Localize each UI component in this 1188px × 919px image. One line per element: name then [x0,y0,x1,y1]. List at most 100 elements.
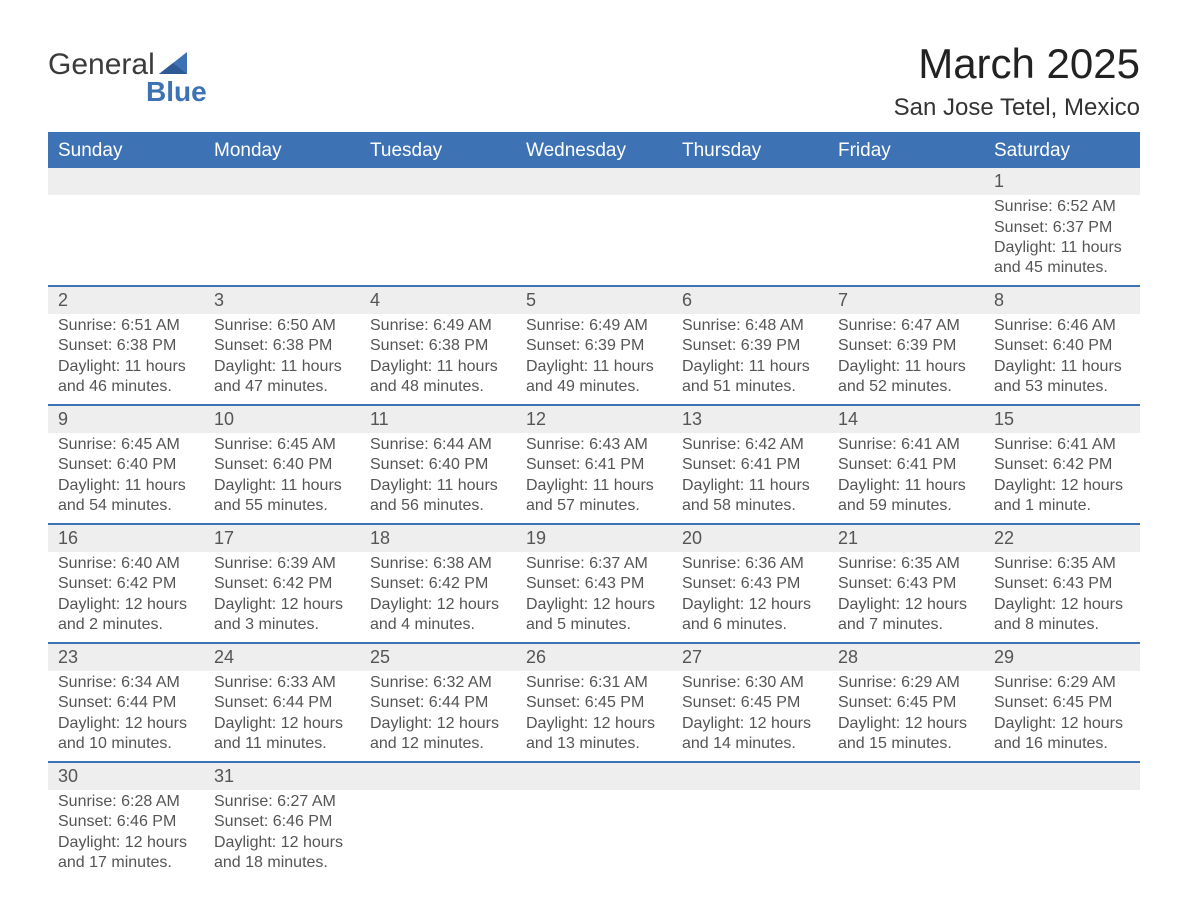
day-number-cell: 15 [984,405,1140,433]
day-detail-cell: Sunrise: 6:28 AMSunset: 6:46 PMDaylight:… [48,790,204,880]
sunrise-text: Sunrise: 6:28 AM [58,792,194,812]
sunset-text: Sunset: 6:40 PM [370,455,506,475]
day-detail-cell: Sunrise: 6:39 AMSunset: 6:42 PMDaylight:… [204,552,360,643]
daylight-text: Daylight: 11 hours and 58 minutes. [682,476,818,517]
sunrise-text: Sunrise: 6:39 AM [214,554,350,574]
daylight-text: Daylight: 11 hours and 54 minutes. [58,476,194,517]
daylight-text: Daylight: 12 hours and 6 minutes. [682,595,818,636]
daylight-text: Daylight: 12 hours and 2 minutes. [58,595,194,636]
sunrise-text: Sunrise: 6:46 AM [994,316,1130,336]
daylight-text: Daylight: 11 hours and 48 minutes. [370,357,506,398]
sunrise-text: Sunrise: 6:49 AM [526,316,662,336]
sunrise-text: Sunrise: 6:35 AM [994,554,1130,574]
day-number-cell: 12 [516,405,672,433]
day-number-cell [204,168,360,195]
daylight-text: Daylight: 11 hours and 57 minutes. [526,476,662,517]
col-header: Thursday [672,133,828,168]
day-detail-cell: Sunrise: 6:45 AMSunset: 6:40 PMDaylight:… [204,433,360,524]
day-detail-cell: Sunrise: 6:32 AMSunset: 6:44 PMDaylight:… [360,671,516,762]
day-detail-cell [828,195,984,286]
day-number-cell: 6 [672,286,828,314]
day-number-cell: 18 [360,524,516,552]
sunset-text: Sunset: 6:40 PM [994,336,1130,356]
daylight-text: Daylight: 11 hours and 53 minutes. [994,357,1130,398]
sunrise-text: Sunrise: 6:37 AM [526,554,662,574]
sunrise-text: Sunrise: 6:47 AM [838,316,974,336]
detail-row: Sunrise: 6:52 AMSunset: 6:37 PMDaylight:… [48,195,1140,286]
sunrise-text: Sunrise: 6:30 AM [682,673,818,693]
sunset-text: Sunset: 6:38 PM [214,336,350,356]
daylight-text: Daylight: 12 hours and 8 minutes. [994,595,1130,636]
day-number-cell: 26 [516,643,672,671]
daylight-text: Daylight: 11 hours and 49 minutes. [526,357,662,398]
day-number-cell: 13 [672,405,828,433]
detail-row: Sunrise: 6:51 AM Sunset: 6:38 PM Daylight:… [48,314,1140,405]
sunset-text: Sunset: 6:43 PM [994,574,1130,594]
page-header: General Blue March 2025 San Jose Tetel, … [48,40,1140,122]
day-number-cell: 24 [204,643,360,671]
day-number-cell [516,762,672,790]
sunset-text: Sunset: 6:45 PM [682,693,818,713]
sunset-text: Sunset: 6:42 PM [214,574,350,594]
day-detail-cell: Sunrise: 6:29 AMSunset: 6:45 PMDaylight:… [984,671,1140,762]
detail-row: Sunrise: 6:28 AMSunset: 6:46 PMDaylight:… [48,790,1140,880]
day-number-cell [672,168,828,195]
day-number-cell: 31 [204,762,360,790]
logo: General Blue [48,40,207,108]
day-detail-cell: Sunrise: 6:49 AMSunset: 6:39 PMDaylight:… [516,314,672,405]
day-number-cell: 8 [984,286,1140,314]
daylight-text: Daylight: 11 hours and 55 minutes. [214,476,350,517]
day-number-cell: 28 [828,643,984,671]
sunrise-text: Sunrise: 6:34 AM [58,673,194,693]
day-number-cell: 11 [360,405,516,433]
daylight-text: Daylight: 11 hours and 45 minutes. [994,238,1130,279]
day-detail-cell: Sunrise: 6:48 AMSunset: 6:39 PMDaylight:… [672,314,828,405]
day-number-cell: 14 [828,405,984,433]
day-detail-cell: Sunrise: 6:31 AMSunset: 6:45 PMDaylight:… [516,671,672,762]
sunrise-text: Sunrise: 6:41 AM [838,435,974,455]
day-number-cell: 16 [48,524,204,552]
title-block: March 2025 San Jose Tetel, Mexico [894,40,1140,122]
sunrise-text: Sunrise: 6:52 AM [994,197,1130,217]
day-detail-cell: Sunrise: 6:46 AMSunset: 6:40 PMDaylight:… [984,314,1140,405]
day-detail-cell: Sunrise: 6:45 AMSunset: 6:40 PMDaylight:… [48,433,204,524]
col-header: Saturday [984,133,1140,168]
day-detail-cell: Sunrise: 6:44 AMSunset: 6:40 PMDaylight:… [360,433,516,524]
detail-row: Sunrise: 6:40 AM Sunset: 6:42 PM Daylight:… [48,552,1140,643]
daylight-text: Daylight: 12 hours and 4 minutes. [370,595,506,636]
logo-word-2: Blue [146,76,207,108]
day-number-cell: 27 [672,643,828,671]
sunrise-text: Sunrise: 6:41 AM [994,435,1130,455]
day-detail-cell: Sunrise: 6:47 AMSunset: 6:39 PMDaylight:… [828,314,984,405]
sunset-text: Sunset: 6:45 PM [526,693,662,713]
day-detail-cell: Sunrise: 6:49 AMSunset: 6:38 PMDaylight:… [360,314,516,405]
col-header: Friday [828,133,984,168]
day-number-cell: 10 [204,405,360,433]
daylight-text: Daylight: 12 hours and 1 minute. [994,476,1130,517]
sunrise-text: Sunrise: 6:51 AM [58,316,194,336]
sunset-text: Sunset: 6:39 PM [838,336,974,356]
day-number-cell: 9 [48,405,204,433]
sunrise-text: Sunrise: 6:40 AM [58,554,194,574]
daylight-text: Daylight: 12 hours and 14 minutes. [682,714,818,755]
sunrise-text: Sunrise: 6:43 AM [526,435,662,455]
day-detail-cell: Sunrise: 6:40 AMSunset: 6:42 PMDaylight:… [48,552,204,643]
day-detail-cell: Sunrise: 6:50 AMSunset: 6:38 PMDaylight:… [204,314,360,405]
col-header: Wednesday [516,133,672,168]
sunset-text: Sunset: 6:37 PM [994,218,1130,238]
sunset-text: Sunset: 6:46 PM [214,812,350,832]
sunset-text: Sunset: 6:40 PM [214,455,350,475]
col-header: Sunday [48,133,204,168]
month-title: March 2025 [894,40,1140,88]
day-number-cell: 3 [204,286,360,314]
day-number-cell [360,762,516,790]
daylight-text: Daylight: 12 hours and 7 minutes. [838,595,974,636]
day-detail-cell: Sunrise: 6:29 AMSunset: 6:45 PMDaylight:… [828,671,984,762]
day-number-cell: 22 [984,524,1140,552]
daylight-text: Daylight: 11 hours and 51 minutes. [682,357,818,398]
day-number-cell: 4 [360,286,516,314]
daylight-text: Daylight: 11 hours and 46 minutes. [58,357,194,398]
day-number-cell: 25 [360,643,516,671]
sunset-text: Sunset: 6:41 PM [526,455,662,475]
sunset-text: Sunset: 6:40 PM [58,455,194,475]
